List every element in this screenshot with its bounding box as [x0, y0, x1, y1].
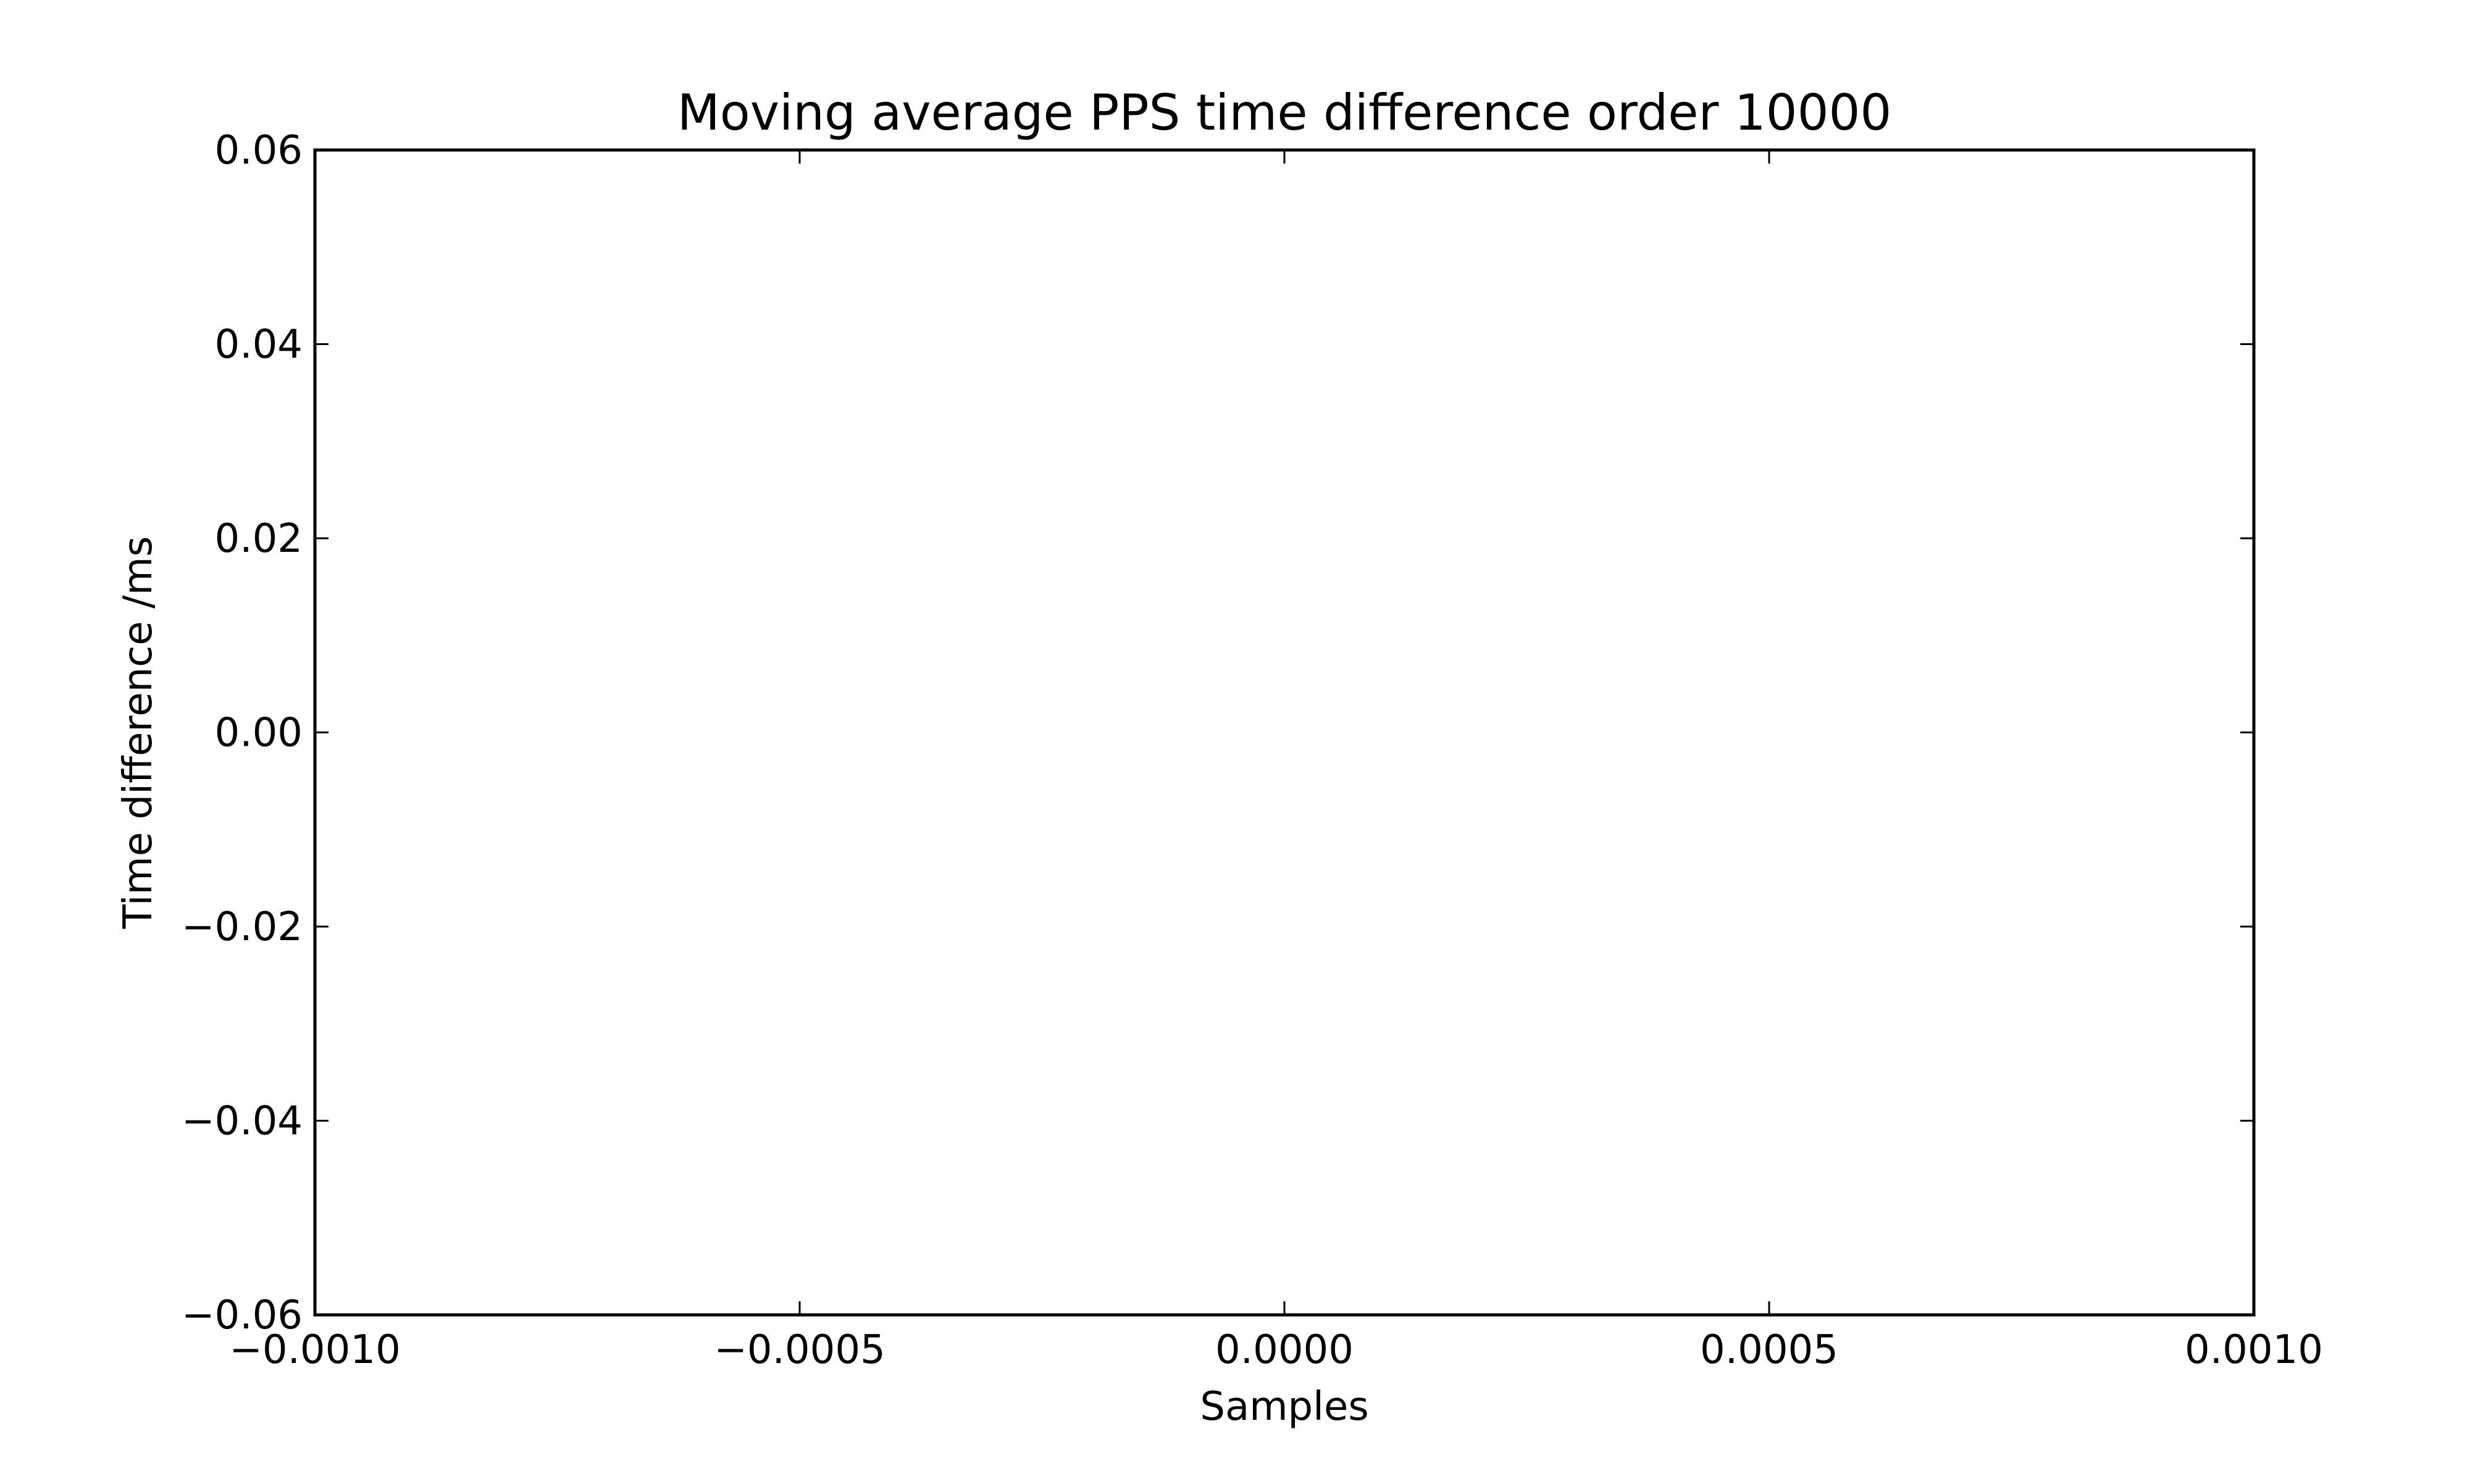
x-tick-label: 0.0005 — [1700, 1327, 1838, 1373]
x-tick-label: −0.0005 — [714, 1327, 885, 1373]
y-tick-label: −0.06 — [182, 1293, 303, 1338]
y-tick-label: 0.02 — [215, 516, 303, 562]
y-tick-label: 0.06 — [215, 128, 303, 173]
chart-title: Moving average PPS time difference order… — [677, 84, 1892, 141]
y-tick-label: −0.04 — [182, 1099, 303, 1144]
x-tick-label: 0.0010 — [2185, 1327, 2323, 1373]
plot-frame — [313, 148, 2256, 1317]
y-axis-label: Time difference /ms — [115, 536, 161, 930]
x-axis-ticks: −0.0010 −0.0005 0.0000 0.0005 0.0010 — [229, 150, 2323, 1373]
y-tick-label: −0.02 — [182, 904, 303, 950]
y-tick-label: 0.04 — [215, 322, 303, 368]
plot-area — [315, 150, 2254, 1315]
x-tick-label: −0.0010 — [229, 1327, 401, 1373]
y-tick-label: 0.00 — [215, 711, 303, 756]
x-axis-label: Samples — [1200, 1384, 1368, 1430]
y-axis-ticks: 0.06 0.04 0.02 0.00 −0.02 −0.04 −0.06 — [182, 128, 2254, 1338]
x-tick-label: 0.0000 — [1215, 1327, 1354, 1373]
